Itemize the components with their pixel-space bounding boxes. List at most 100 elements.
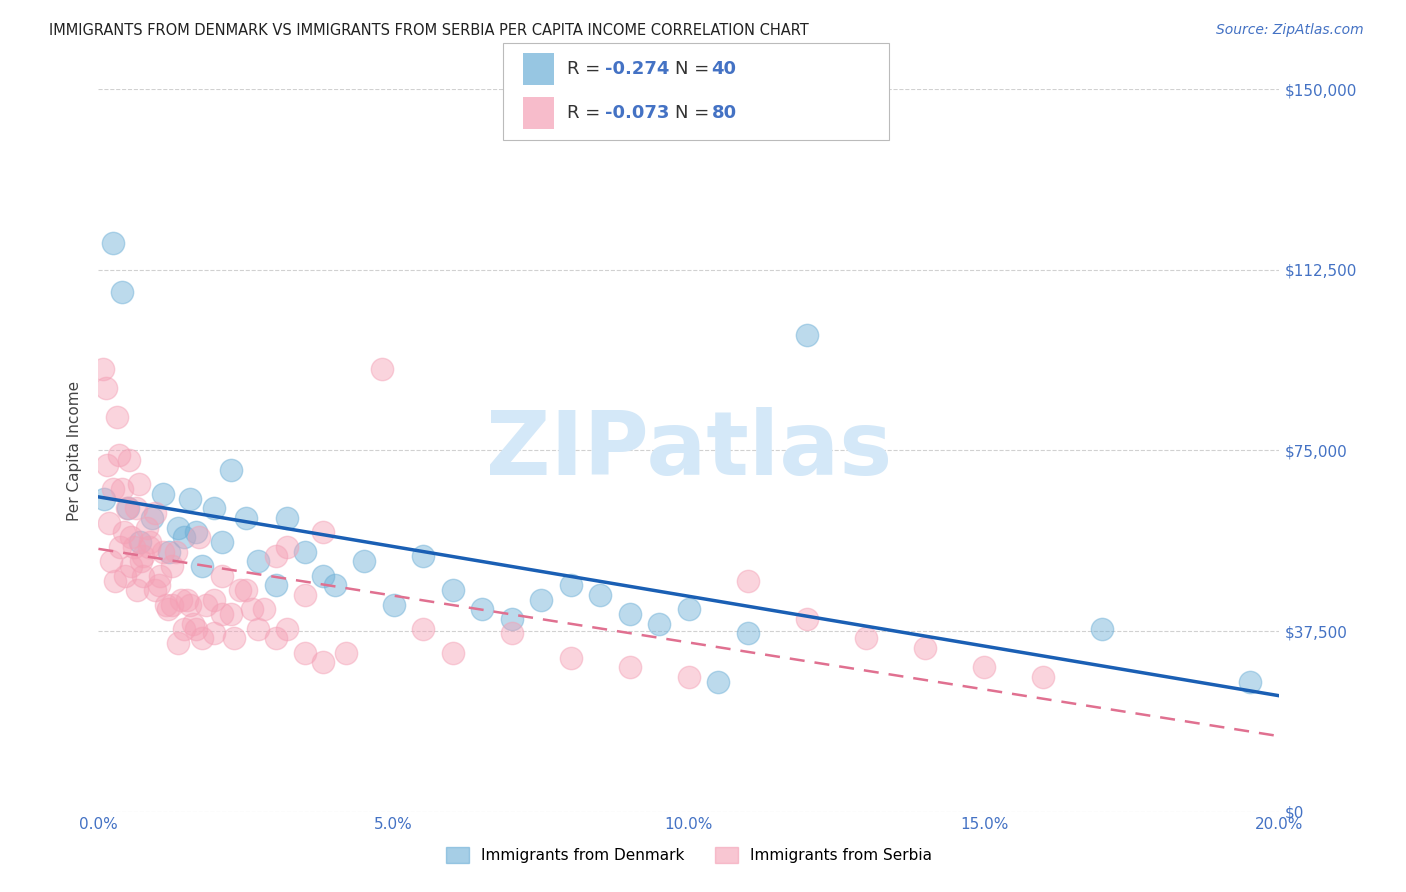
Point <box>191 559 214 574</box>
Point <box>194 598 217 612</box>
Point <box>441 646 464 660</box>
Point <box>98 516 121 530</box>
Point <box>796 327 818 342</box>
Point <box>221 607 243 622</box>
Point <box>264 549 287 564</box>
Y-axis label: Per Capita Income: Per Capita Income <box>67 380 83 521</box>
Point <box>157 544 180 558</box>
Point <box>560 650 582 665</box>
Point <box>619 660 641 674</box>
Point <box>1032 670 1054 684</box>
Text: N =: N = <box>675 103 721 122</box>
Point <box>176 592 198 607</box>
Text: N =: N = <box>675 60 721 78</box>
Point <box>276 540 298 554</box>
Point <box>240 602 263 616</box>
Point <box>155 598 177 612</box>
Point <box>246 554 269 568</box>
Point <box>173 622 195 636</box>
Point <box>132 549 155 564</box>
Point <box>167 520 190 534</box>
Point <box>471 602 494 616</box>
Text: R =: R = <box>567 103 612 122</box>
Point <box>312 568 335 582</box>
Point <box>678 602 700 616</box>
Point <box>129 554 152 568</box>
Point <box>117 501 139 516</box>
Point <box>501 626 523 640</box>
Point <box>165 544 187 558</box>
Point <box>441 583 464 598</box>
Point <box>855 632 877 646</box>
Point <box>648 616 671 631</box>
Point <box>412 549 434 564</box>
Point <box>157 602 180 616</box>
Point <box>221 463 243 477</box>
Text: IMMIGRANTS FROM DENMARK VS IMMIGRANTS FROM SERBIA PER CAPITA INCOME CORRELATION : IMMIGRANTS FROM DENMARK VS IMMIGRANTS FR… <box>49 23 808 38</box>
Point <box>167 636 190 650</box>
Point <box>264 632 287 646</box>
Point <box>294 646 316 660</box>
Point <box>103 482 125 496</box>
Point <box>323 578 346 592</box>
Point <box>100 554 122 568</box>
Text: ZIPatlas: ZIPatlas <box>486 407 891 494</box>
Point <box>111 482 134 496</box>
Point <box>707 674 730 689</box>
Point <box>973 660 995 674</box>
Point <box>335 646 357 660</box>
Point <box>93 491 115 506</box>
Point <box>108 448 131 462</box>
Point <box>179 491 201 506</box>
Point <box>619 607 641 622</box>
Point <box>184 525 207 540</box>
Point <box>914 640 936 655</box>
Point <box>202 592 225 607</box>
Point <box>120 559 142 574</box>
Point <box>152 544 174 558</box>
Point <box>276 511 298 525</box>
Point <box>114 568 136 582</box>
Point <box>148 578 170 592</box>
Point <box>170 592 193 607</box>
Point <box>118 453 141 467</box>
Point <box>184 622 207 636</box>
Point <box>1239 674 1261 689</box>
Point <box>149 568 172 582</box>
Point <box>501 612 523 626</box>
Point <box>264 578 287 592</box>
Point <box>121 530 143 544</box>
Point <box>312 656 335 670</box>
Point <box>135 520 157 534</box>
Point <box>211 568 233 582</box>
Point <box>412 622 434 636</box>
Point <box>294 588 316 602</box>
Point <box>91 361 114 376</box>
Point <box>179 598 201 612</box>
Point <box>560 578 582 592</box>
Point <box>1091 622 1114 636</box>
Point <box>152 487 174 501</box>
Point <box>796 612 818 626</box>
Text: -0.073: -0.073 <box>605 103 682 122</box>
Point <box>181 616 204 631</box>
Text: -0.274: -0.274 <box>605 60 682 78</box>
Point <box>211 607 233 622</box>
Point <box>202 501 225 516</box>
Point <box>96 458 118 472</box>
Legend: Immigrants from Denmark, Immigrants from Serbia: Immigrants from Denmark, Immigrants from… <box>440 841 938 869</box>
Text: Source: ZipAtlas.com: Source: ZipAtlas.com <box>1216 23 1364 37</box>
Point <box>122 540 145 554</box>
Point <box>229 583 252 598</box>
Point <box>139 535 162 549</box>
Point <box>143 583 166 598</box>
Point <box>105 409 128 424</box>
Point <box>382 598 405 612</box>
Text: R =: R = <box>567 60 612 78</box>
Point <box>111 285 134 299</box>
Text: 40: 40 <box>711 60 737 78</box>
Text: 80: 80 <box>711 103 737 122</box>
Point <box>103 236 125 251</box>
Point <box>235 583 257 598</box>
Point <box>224 632 246 646</box>
